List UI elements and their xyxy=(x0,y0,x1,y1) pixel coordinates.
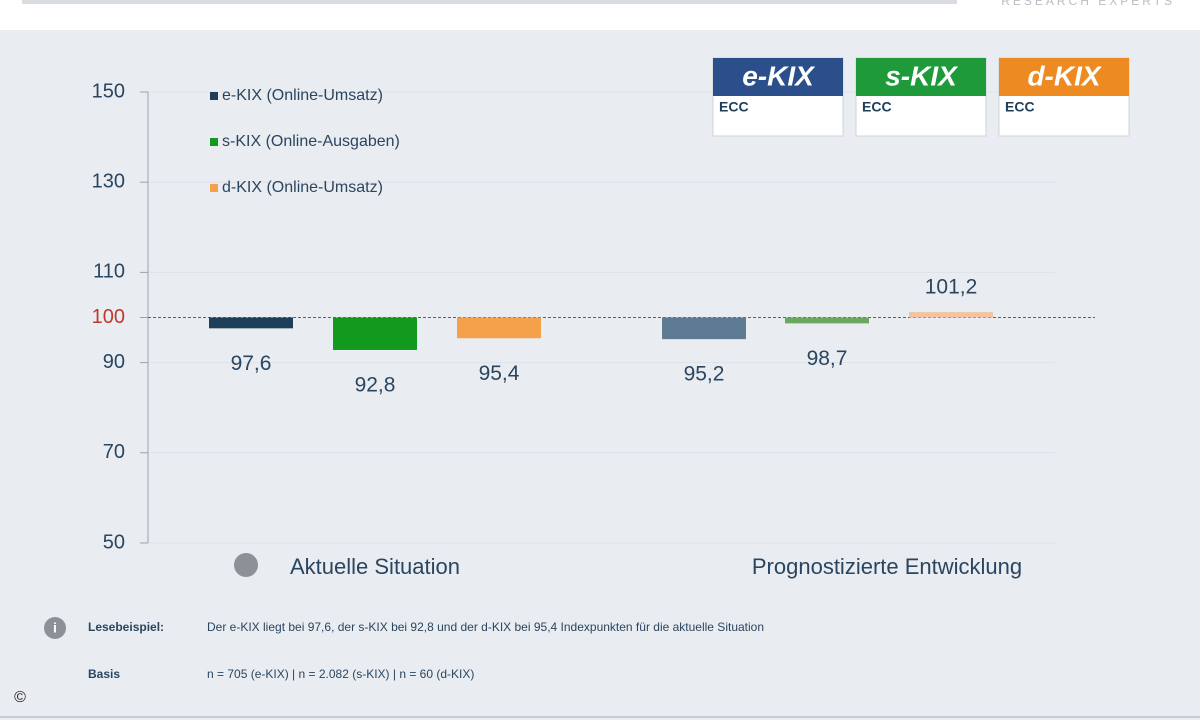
x-tick-label: Prognostizierte Entwicklung xyxy=(752,554,1022,579)
logo-title: s-KIX xyxy=(885,60,959,91)
bar xyxy=(785,317,869,324)
y-tick-label: 50 xyxy=(103,531,125,553)
legend-label: e-KIX (Online-Umsatz) xyxy=(222,87,383,104)
logo-band xyxy=(713,58,843,96)
bar xyxy=(662,317,746,340)
legend-swatch xyxy=(210,138,218,146)
logo-sub: ECC xyxy=(719,99,749,115)
value-label: 101,2 xyxy=(925,276,978,299)
info-icon xyxy=(44,617,66,639)
value-label: 92,8 xyxy=(355,374,396,397)
top-strip xyxy=(0,0,1200,30)
value-label: 97,6 xyxy=(231,352,272,375)
logo-sub: ECC xyxy=(862,99,892,115)
bar xyxy=(457,317,541,339)
bar xyxy=(909,312,993,318)
brand: RESEARCH EXPERTS xyxy=(1001,0,1175,8)
info-icon xyxy=(234,553,258,577)
example-label: Lesebeispiel: xyxy=(88,620,164,634)
legend-label: d-KIX (Online-Umsatz) xyxy=(222,179,383,196)
basis-text: n = 705 (e-KIX) | n = 2.082 (s-KIX) | n … xyxy=(207,667,474,681)
info-icon-glyph: i xyxy=(53,620,57,636)
logo-sub: ECC xyxy=(1005,99,1035,115)
logo-band xyxy=(999,58,1129,96)
copyright: © xyxy=(14,689,26,706)
x-tick-label: Aktuelle Situation xyxy=(290,554,460,579)
y-tick-label: 100 xyxy=(92,306,125,328)
legend-swatch xyxy=(210,92,218,100)
legend-label: s-KIX (Online-Ausgaben) xyxy=(222,133,400,150)
value-label: 95,2 xyxy=(684,363,725,386)
bar xyxy=(209,317,293,329)
logo-title: e-KIX xyxy=(742,60,816,91)
logo-band xyxy=(856,58,986,96)
y-tick-label: 150 xyxy=(92,80,125,102)
bar xyxy=(333,317,417,350)
legend-swatch xyxy=(210,184,218,192)
basis-label: Basis xyxy=(88,667,120,681)
value-label: 95,4 xyxy=(479,362,520,385)
value-label: 98,7 xyxy=(807,347,848,370)
y-tick-label: 90 xyxy=(103,351,125,373)
logo-title: d-KIX xyxy=(1027,60,1102,91)
y-tick-label: 130 xyxy=(92,170,125,192)
example-text: Der e-KIX liegt bei 97,6, der s-KIX bei … xyxy=(207,620,764,634)
y-tick-label: 110 xyxy=(93,261,125,283)
y-tick-label: 70 xyxy=(103,441,125,463)
top-bar xyxy=(22,0,957,4)
panel xyxy=(0,30,1200,720)
